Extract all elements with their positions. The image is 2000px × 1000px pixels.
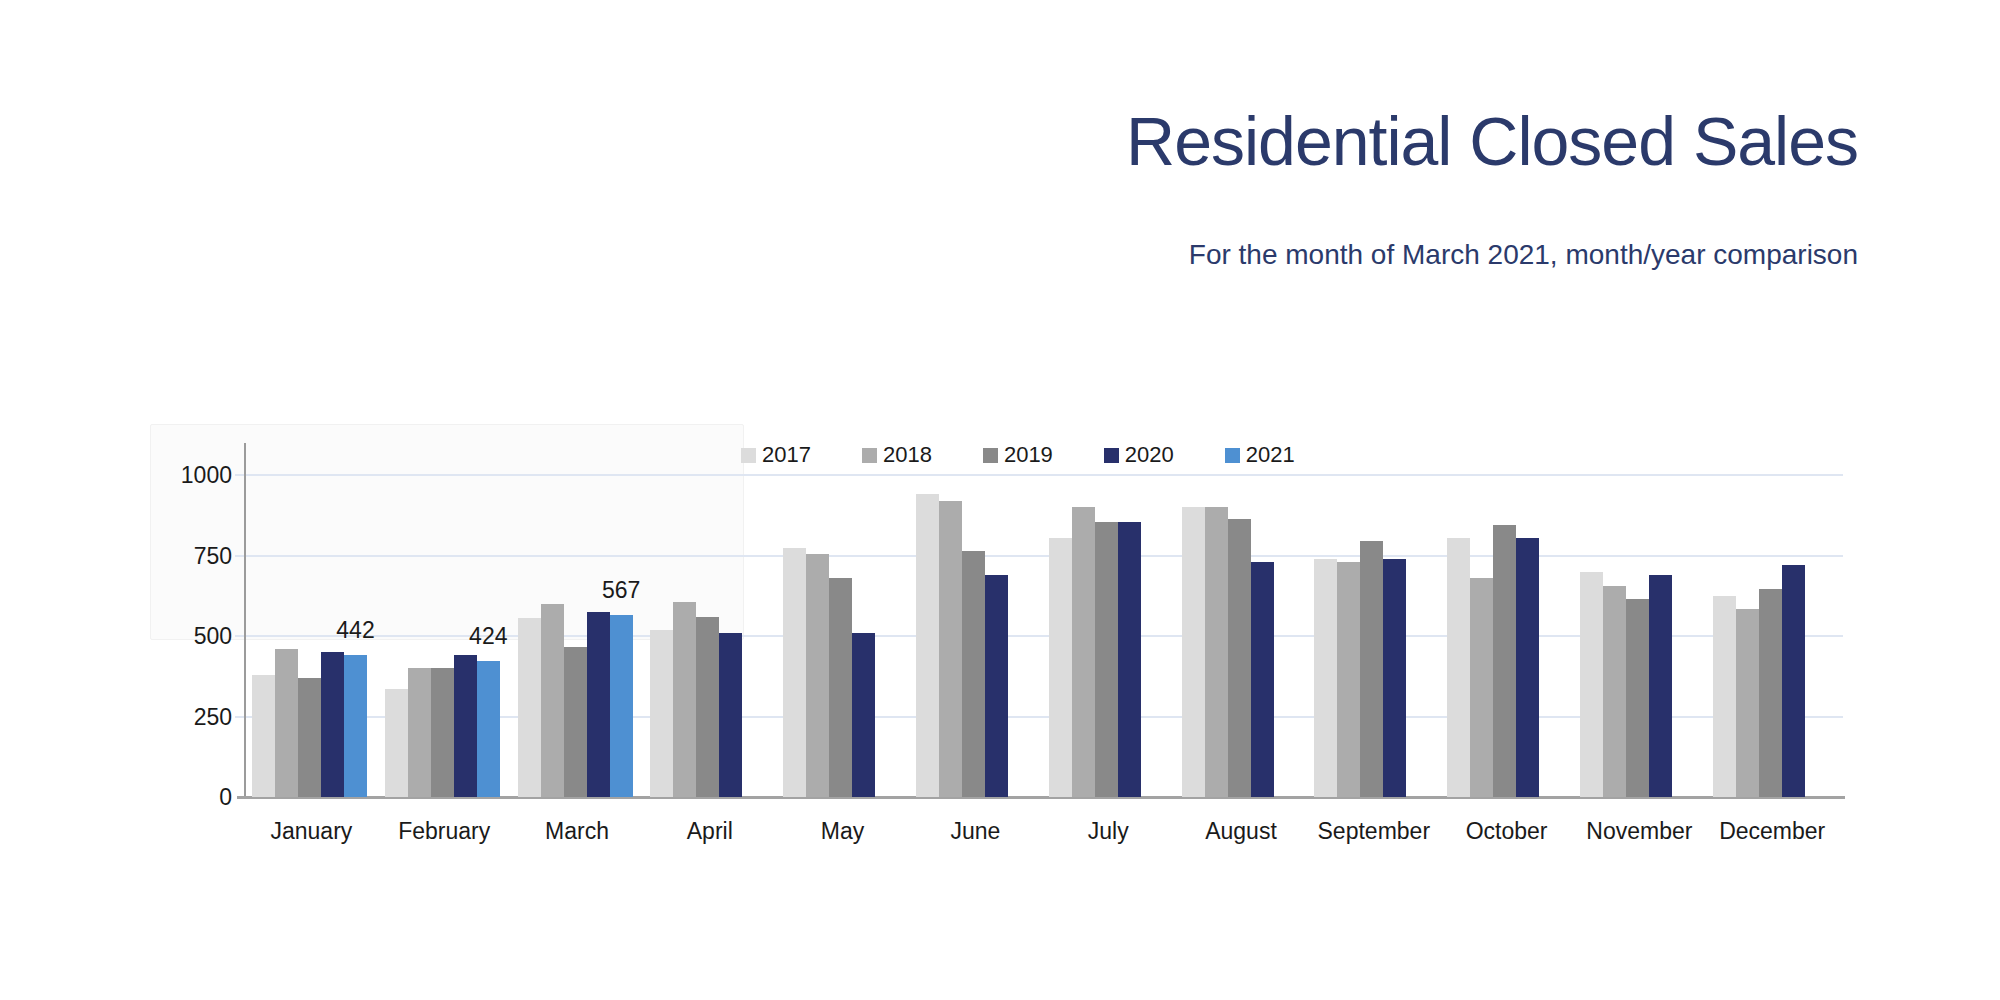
legend-item-2021: 2021 xyxy=(1225,444,1295,466)
y-tick-label: 250 xyxy=(122,703,232,731)
legend-label-2021: 2021 xyxy=(1246,444,1295,466)
bar-2020-march xyxy=(587,612,610,797)
legend-swatch-2018 xyxy=(862,448,877,463)
bar-2020-january xyxy=(321,652,344,797)
x-axis-label-february: February xyxy=(369,818,519,845)
x-axis-label-october: October xyxy=(1432,818,1582,845)
bar-2018-december xyxy=(1736,609,1759,797)
bar-2019-july xyxy=(1095,522,1118,797)
bar-2020-september xyxy=(1383,559,1406,797)
bar-2020-may xyxy=(852,633,875,797)
bar-2019-february xyxy=(431,668,454,797)
y-tick-label: 0 xyxy=(122,783,232,811)
bar-2019-november xyxy=(1626,599,1649,797)
slide: Residential Closed Sales For the month o… xyxy=(0,0,2000,1000)
legend-swatch-2017 xyxy=(741,448,756,463)
x-axis-label-january: January xyxy=(236,818,386,845)
legend-swatch-2020 xyxy=(1104,448,1119,463)
legend-item-2018: 2018 xyxy=(862,444,932,466)
x-axis-label-march: March xyxy=(502,818,652,845)
bar-2020-december xyxy=(1782,565,1805,797)
x-axis-label-august: August xyxy=(1166,818,1316,845)
bar-2020-october xyxy=(1516,538,1539,797)
bar-2017-august xyxy=(1182,507,1205,797)
bar-2020-august xyxy=(1251,562,1274,797)
bar-2018-may xyxy=(806,554,829,797)
bar-2018-march xyxy=(541,604,564,797)
bar-2019-april xyxy=(696,617,719,797)
x-axis-label-april: April xyxy=(635,818,785,845)
x-axis-label-july: July xyxy=(1033,818,1183,845)
bar-2019-june xyxy=(962,551,985,797)
bar-2018-november xyxy=(1603,586,1626,797)
y-tick-label: 1000 xyxy=(122,461,232,489)
legend-item-2017: 2017 xyxy=(741,444,811,466)
x-axis-label-september: September xyxy=(1299,818,1449,845)
x-axis-label-may: May xyxy=(768,818,918,845)
bar-2021-february xyxy=(477,661,500,797)
legend-label-2020: 2020 xyxy=(1125,444,1174,466)
bar-value-label: 567 xyxy=(571,577,671,604)
bar-2020-february xyxy=(454,655,477,797)
bar-2018-october xyxy=(1470,578,1493,797)
bar-2021-march xyxy=(610,615,633,797)
bar-2018-august xyxy=(1205,507,1228,797)
bar-2019-march xyxy=(564,647,587,797)
y-tick-label: 750 xyxy=(122,542,232,570)
bar-2019-january xyxy=(298,678,321,797)
y-axis-line xyxy=(244,443,246,797)
bar-2017-april xyxy=(650,630,673,797)
legend-swatch-2021 xyxy=(1225,448,1240,463)
legend-label-2017: 2017 xyxy=(762,444,811,466)
bar-value-label: 424 xyxy=(438,623,538,650)
bar-value-label: 442 xyxy=(306,617,406,644)
bar-2018-june xyxy=(939,501,962,797)
bar-2018-september xyxy=(1337,562,1360,797)
bar-2017-november xyxy=(1580,572,1603,797)
bar-2017-september xyxy=(1314,559,1337,797)
bar-2017-january xyxy=(252,675,275,797)
legend-label-2019: 2019 xyxy=(1004,444,1053,466)
bar-2017-june xyxy=(916,494,939,797)
legend-item-2020: 2020 xyxy=(1104,444,1174,466)
bar-2021-january xyxy=(344,655,367,797)
bar-2018-july xyxy=(1072,507,1095,797)
y-gridline xyxy=(235,555,1843,557)
x-axis-label-december: December xyxy=(1697,818,1847,845)
bar-2017-december xyxy=(1713,596,1736,797)
x-axis-label-june: June xyxy=(900,818,1050,845)
bar-2020-november xyxy=(1649,575,1672,797)
bar-2019-october xyxy=(1493,525,1516,797)
bar-2020-july xyxy=(1118,522,1141,797)
bar-2018-february xyxy=(408,668,431,797)
bar-2019-august xyxy=(1228,519,1251,797)
bar-2017-july xyxy=(1049,538,1072,797)
bar-2018-april xyxy=(673,602,696,797)
bar-2019-may xyxy=(829,578,852,797)
y-tick-label: 500 xyxy=(122,622,232,650)
bar-chart: 0 250 500 750 1000 JanuaryFebruaryMarchAprilM… xyxy=(0,0,2000,1000)
bar-2020-june xyxy=(985,575,1008,797)
bar-2018-january xyxy=(275,649,298,797)
bar-2017-may xyxy=(783,548,806,797)
legend-label-2018: 2018 xyxy=(883,444,932,466)
chart-legend: 2017 2018 2019 2020 2021 xyxy=(741,444,1295,466)
x-axis-label-november: November xyxy=(1564,818,1714,845)
bar-2020-april xyxy=(719,633,742,797)
legend-item-2019: 2019 xyxy=(983,444,1053,466)
bar-2017-february xyxy=(385,689,408,797)
y-gridline xyxy=(235,474,1843,476)
bar-2019-september xyxy=(1360,541,1383,797)
bar-2017-october xyxy=(1447,538,1470,797)
legend-swatch-2019 xyxy=(983,448,998,463)
bar-2019-december xyxy=(1759,589,1782,797)
